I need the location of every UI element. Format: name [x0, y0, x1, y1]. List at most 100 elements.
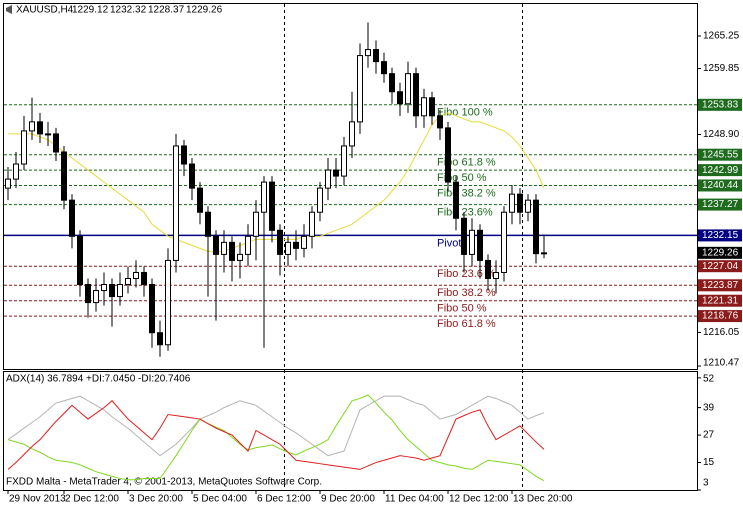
y-tick-label: 27	[703, 430, 715, 441]
level-price: 1223.87	[702, 280, 739, 291]
level-label: Fibo 23.6%	[437, 206, 493, 218]
candle-body	[373, 49, 379, 63]
candle-body	[453, 181, 459, 219]
ohlc-open: 1229.12	[72, 5, 109, 16]
candle-body	[525, 199, 531, 213]
candle-body	[493, 271, 499, 279]
candle-body	[133, 271, 139, 279]
indicator-title: ADX(14) 36.7894 +DI:7.0450 -DI:20.7406	[6, 374, 191, 385]
candle-body	[517, 193, 523, 213]
candle-body	[365, 49, 371, 57]
x-tick-label: 29 Nov 2013	[9, 494, 66, 505]
candle-body	[309, 211, 315, 237]
candle-body	[93, 290, 99, 304]
candle-body	[21, 130, 27, 165]
level-label: Fibo 50 %	[437, 172, 487, 184]
y-tick-label: 1210.47	[703, 358, 740, 369]
level-price-box	[698, 310, 742, 323]
current-price: 1229.26	[702, 247, 739, 258]
x-tick-label: 13 Dec 20:00	[513, 494, 573, 505]
candle-body	[173, 145, 179, 261]
level-price-box	[698, 198, 742, 211]
level-label: Fibo 50 %	[437, 303, 487, 315]
level-price-box	[698, 294, 742, 307]
candle-body	[61, 151, 67, 201]
level-price-box	[698, 148, 742, 161]
level-price-box	[698, 279, 742, 292]
level-price: 1242.99	[702, 165, 739, 176]
x-tick-label: 11 Dec 04:00	[385, 494, 444, 505]
x-tick-label: 9 Dec 20:00	[321, 494, 375, 505]
level-price-box	[698, 229, 742, 242]
candle-body	[405, 73, 411, 105]
candle-body	[149, 284, 155, 334]
candle-body	[5, 178, 11, 189]
level-price: 1237.27	[702, 199, 739, 210]
candle-body	[197, 187, 203, 213]
candle-body	[293, 241, 299, 249]
candle-body	[261, 181, 267, 213]
level-label: Fibo 23.6 %	[437, 268, 496, 280]
indicator-panel	[3, 371, 698, 491]
candle-body	[189, 163, 195, 189]
ohlc-low: 1228.37	[148, 5, 185, 16]
candle-body	[253, 211, 259, 237]
candle-body	[541, 252, 547, 255]
indicator-line	[7, 394, 545, 482]
x-tick-label: 6 Dec 12:00	[257, 494, 311, 505]
level-price-box	[698, 164, 742, 177]
level-price-box	[698, 98, 742, 111]
candle-body	[501, 211, 507, 273]
y-tick-label: 1248.90	[703, 129, 740, 140]
candle-body	[29, 121, 35, 132]
candle-body	[437, 115, 443, 129]
candle-body	[317, 187, 323, 213]
level-price-box	[698, 179, 742, 192]
candle-body	[421, 97, 427, 117]
level-price-box	[698, 260, 742, 273]
candle-body	[125, 277, 131, 286]
y-tick-label: 39	[703, 402, 715, 413]
x-tick-label: 12 Dec 12:00	[449, 494, 509, 505]
indicator-line	[7, 400, 545, 470]
level-label: Fibo 100 %	[437, 107, 493, 119]
level-price: 1227.04	[702, 261, 739, 272]
candle-body	[141, 271, 147, 286]
y-tick-label: 15	[703, 457, 715, 468]
candle-body	[245, 235, 251, 255]
y-tick-label: 1216.05	[703, 327, 740, 338]
candle-body	[349, 121, 355, 147]
chart-title: XAUUSD,H4	[16, 5, 74, 16]
candle-body	[221, 241, 227, 255]
price-panel	[3, 3, 698, 370]
candle-body	[181, 145, 187, 165]
x-tick-label: 3 Dec 20:00	[129, 494, 183, 505]
ohlc-close: 1229.26	[186, 5, 223, 16]
candle-body	[277, 229, 283, 255]
current-price-box	[698, 246, 742, 259]
candle-body	[357, 55, 363, 123]
candle-body	[429, 97, 435, 117]
candle-body	[477, 229, 483, 261]
level-price: 1253.83	[702, 99, 739, 110]
candle-body	[229, 241, 235, 261]
candle-body	[341, 145, 347, 177]
indicator-line	[7, 395, 545, 457]
candle-body	[157, 332, 163, 346]
candle-body	[77, 235, 83, 286]
candle-body	[13, 163, 19, 180]
candle-body	[325, 169, 331, 189]
candle-body	[509, 193, 515, 213]
candle-body	[269, 181, 275, 231]
x-tick-label: 2 Dec 12:00	[65, 494, 119, 505]
candle-body	[413, 73, 419, 117]
candle-body	[333, 169, 339, 177]
level-price: 1221.31	[702, 295, 739, 306]
level-price: 1232.15	[702, 230, 739, 241]
candle-body	[45, 133, 51, 136]
x-tick-label: 5 Dec 04:00	[193, 494, 247, 505]
candle-body	[461, 217, 467, 255]
level-price: 1245.55	[702, 149, 739, 160]
candle-body	[109, 284, 115, 298]
ohlc-high: 1232.32	[110, 5, 147, 16]
